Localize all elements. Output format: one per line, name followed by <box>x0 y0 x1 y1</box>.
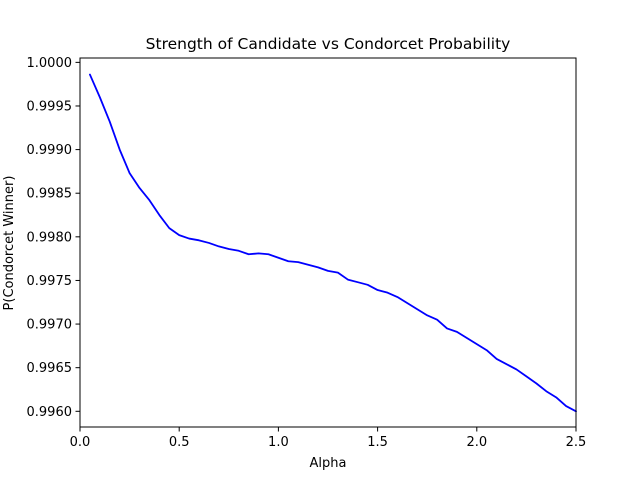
x-tick-label: 2.0 <box>466 435 487 450</box>
y-tick-label: 0.9995 <box>27 99 73 114</box>
y-tick-label: 0.9965 <box>27 361 73 376</box>
x-tick-label: 0.0 <box>70 435 91 450</box>
y-axis-label: P(Condorcet Winner) <box>2 176 17 311</box>
x-tick-label: 1.5 <box>367 435 388 450</box>
x-tick-label: 2.5 <box>566 435 587 450</box>
x-tick-label: 0.5 <box>169 435 190 450</box>
chart-title: Strength of Candidate vs Condorcet Proba… <box>146 35 511 53</box>
x-axis-label: Alpha <box>310 456 347 471</box>
condorcet-probability-line <box>89 73 577 413</box>
y-axis-ticks: 0.9960 0.9965 0.9970 0.9975 0.9980 0.9985 0.99… <box>27 56 80 420</box>
y-tick-label: 1.0000 <box>27 56 73 71</box>
x-tick-label: 1.0 <box>268 435 289 450</box>
y-tick-label: 0.9985 <box>27 187 73 202</box>
x-axis-ticks: 0.0 0.5 1.0 1.5 2.0 2.5 <box>70 427 587 450</box>
y-tick-label: 0.9970 <box>27 318 73 333</box>
plot-frame <box>79 57 577 428</box>
y-tick-label: 0.9960 <box>27 405 73 420</box>
y-tick-label: 0.9975 <box>27 274 73 289</box>
y-tick-label: 0.9980 <box>27 230 73 245</box>
y-tick-label: 0.9990 <box>27 143 73 158</box>
